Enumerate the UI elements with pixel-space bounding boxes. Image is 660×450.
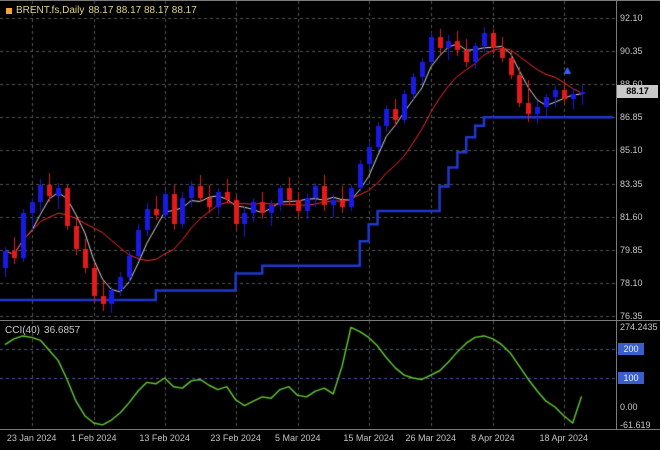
price-axis-separator <box>616 1 617 429</box>
date-tick-label: 18 Apr 2024 <box>539 433 589 443</box>
price-tick-label: 83.35 <box>620 178 643 189</box>
indicator-name: CCI(40) <box>5 325 41 336</box>
price-tick-label: 88.60 <box>620 79 643 90</box>
window-top-border <box>0 0 660 1</box>
panel-separator[interactable] <box>0 320 660 321</box>
price-tick-label: 85.10 <box>620 145 643 156</box>
date-tick-label: 1 Feb 2024 <box>70 433 117 443</box>
date-tick-label: 26 Mar 2024 <box>405 433 457 443</box>
date-tick-label: 5 Mar 2024 <box>274 433 321 443</box>
price-tick-label: 78.10 <box>620 277 643 288</box>
date-tick-label: 23 Jan 2024 <box>6 433 57 443</box>
cci-level-badge: 200 <box>618 343 644 355</box>
current-price-badge: 88.17 <box>617 85 658 99</box>
price-tick-label: 76.35 <box>620 311 643 321</box>
date-tick-label: 15 Mar 2024 <box>343 433 394 443</box>
date-tick-label: 13 Feb 2024 <box>139 433 190 443</box>
price-tick-label: 86.85 <box>620 112 643 123</box>
cci-tick-label: 0.00 <box>620 402 638 412</box>
price-tick-label: 81.60 <box>620 211 643 222</box>
cci-tick-label: 274.2435 <box>620 322 658 333</box>
indicator-value: 36.6857 <box>44 325 81 336</box>
chart-title: BRENT.fs,Daily 88.17 88.17 88.17 88.17 <box>6 5 197 16</box>
cci-tick-label: -61.619 <box>620 419 651 430</box>
indicator-label: CCI(40) 36.6857 <box>5 325 84 336</box>
price-tick-label: 92.10 <box>620 13 643 23</box>
price-tick-label: 79.85 <box>620 244 643 255</box>
time-axis[interactable]: 23 Jan 2024 1 Feb 2024 13 Feb 2024 23 Feb 2… <box>0 433 660 449</box>
cci-indicator-canvas[interactable] <box>0 321 660 429</box>
time-axis-separator <box>0 429 660 430</box>
symbol-marker-icon <box>6 7 12 14</box>
date-tick-label: 8 Apr 2024 <box>471 433 515 443</box>
price-chart-canvas[interactable] <box>0 0 660 320</box>
price-tick-label: 90.35 <box>620 46 643 57</box>
symbol-timeframe-label: BRENT.fs,Daily <box>16 5 85 16</box>
ohlc-values: 88.17 88.17 88.17 88.17 <box>88 5 197 16</box>
cci-level-badge: 100 <box>618 372 644 384</box>
date-tick-label: 23 Feb 2024 <box>210 433 261 443</box>
